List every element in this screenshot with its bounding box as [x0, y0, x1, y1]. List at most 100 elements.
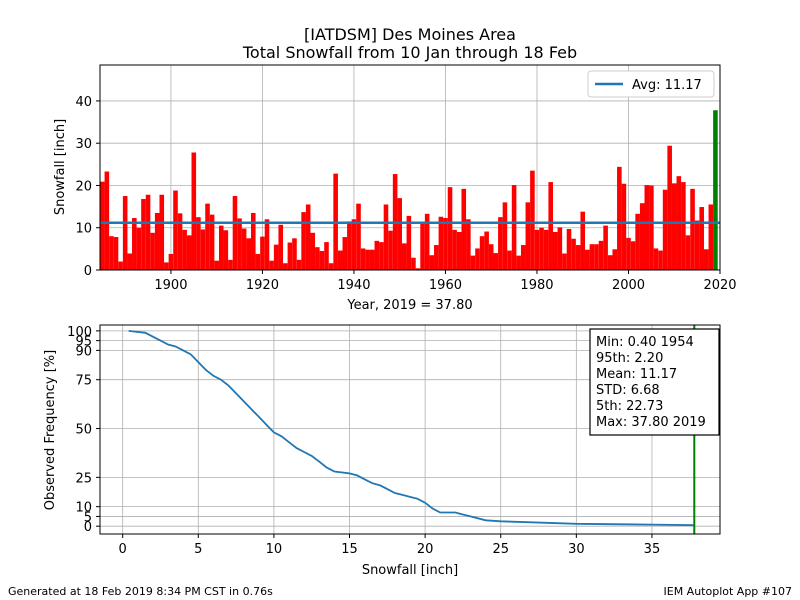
year-bar — [516, 255, 521, 270]
bottom-y-tick-label: 50 — [75, 423, 92, 438]
year-bar — [617, 166, 622, 270]
year-bar — [255, 253, 261, 270]
top-y-tick-label: 10 — [75, 222, 92, 237]
year-bar — [374, 240, 380, 270]
year-bar — [287, 242, 293, 270]
year-bar — [301, 212, 306, 270]
year-bar — [575, 245, 581, 270]
stat-max: Max: 37.80 2019 — [596, 415, 706, 430]
year-bar — [379, 242, 384, 270]
year-bar — [369, 249, 375, 270]
year-bar — [543, 229, 549, 270]
year-bar — [415, 268, 421, 270]
bottom-y-tick-label: 100 — [67, 325, 92, 340]
year-bar — [603, 225, 608, 270]
year-bar — [246, 238, 251, 270]
top-y-tick-label: 20 — [75, 179, 92, 194]
year-bar — [621, 183, 627, 270]
year-bar — [260, 236, 265, 270]
year-bar — [534, 229, 540, 270]
year-bar — [466, 219, 471, 270]
year-bar — [667, 145, 672, 270]
bottom-y-tick-label: 75 — [75, 374, 92, 389]
year-bar — [493, 253, 499, 270]
bottom-y-tick-label: 10 — [75, 501, 92, 516]
year-bar — [520, 245, 526, 270]
year-bar — [168, 253, 174, 270]
year-bar — [136, 227, 142, 270]
year-bar — [511, 185, 517, 270]
year-bar — [589, 244, 595, 270]
year-bar — [530, 170, 535, 270]
chart-title-line2: Total Snowfall from 10 Jan through 18 Fe… — [242, 43, 577, 62]
year-bar — [552, 231, 558, 270]
year-bar — [566, 229, 572, 270]
year-bar — [145, 194, 151, 270]
year-bar — [690, 188, 695, 270]
bottom-x-tick-label: 20 — [417, 542, 434, 557]
year-bar — [424, 213, 430, 270]
year-bar — [635, 213, 640, 270]
year-bar — [273, 244, 279, 270]
year-bar — [681, 182, 686, 270]
year-bar — [699, 207, 704, 270]
stat-std: STD: 6.68 — [596, 383, 660, 398]
year-bar — [324, 242, 329, 270]
bottom-y-tick-label: 5 — [84, 510, 92, 525]
year-bar — [205, 203, 210, 270]
top-bars — [100, 110, 718, 270]
year-bar — [539, 227, 544, 270]
year-bar — [164, 262, 169, 270]
frequency-curve — [128, 330, 695, 527]
year-bar — [397, 198, 402, 270]
year-bar — [498, 217, 503, 270]
top-y-tick-label: 40 — [75, 95, 92, 110]
year-bar — [383, 204, 389, 270]
year-bar — [200, 229, 206, 270]
year-bar — [429, 255, 435, 270]
year-bar — [365, 249, 370, 270]
year-bar — [351, 219, 357, 270]
footer-app-id: IEM Autoplot App #107 — [664, 585, 793, 598]
year-bar — [100, 181, 105, 270]
year-bar — [228, 259, 233, 270]
year-bar — [658, 250, 663, 270]
year-bar — [319, 250, 325, 270]
year-bar — [507, 250, 512, 270]
year-bar — [594, 244, 599, 270]
year-bar — [141, 198, 146, 270]
year-bar — [122, 196, 128, 270]
year-bar — [548, 182, 553, 270]
stats-box: Min: 0.40 1954 95th: 2.20 Mean: 11.17 ST… — [589, 328, 720, 436]
year-bar — [585, 249, 590, 270]
year-bar — [703, 249, 709, 270]
year-bar — [150, 232, 155, 270]
top-ticks: 1900 1920 1940 1960 1980 2000 2020 0 10 20 30 40 — [75, 95, 736, 293]
top-x-tick-label: 1980 — [520, 278, 553, 293]
stat-95th: 95th: 2.20 — [596, 351, 663, 366]
year-bar — [580, 211, 586, 270]
year-bar — [278, 224, 284, 270]
year-bar — [470, 255, 476, 270]
year-bar — [154, 212, 160, 270]
bottom-x-tick-label: 25 — [492, 542, 509, 557]
legend: Avg: 11.17 — [587, 70, 715, 98]
year-bar — [347, 221, 352, 270]
year-bar — [708, 204, 714, 270]
stats-frame — [589, 328, 720, 436]
stat-5th: 5th: 22.73 — [596, 399, 663, 414]
year-bar — [127, 253, 133, 270]
year-bar — [525, 202, 531, 270]
year-bar — [360, 248, 366, 270]
year-bar — [223, 230, 229, 270]
year-bar — [438, 216, 444, 270]
year-bar — [104, 171, 110, 270]
year-bar — [598, 240, 604, 270]
bottom-y-tick-label: 25 — [75, 471, 92, 486]
legend-box — [587, 70, 715, 98]
year-bar — [218, 225, 224, 270]
bottom-x-tick-label: 0 — [119, 542, 127, 557]
year-bar — [196, 217, 201, 270]
